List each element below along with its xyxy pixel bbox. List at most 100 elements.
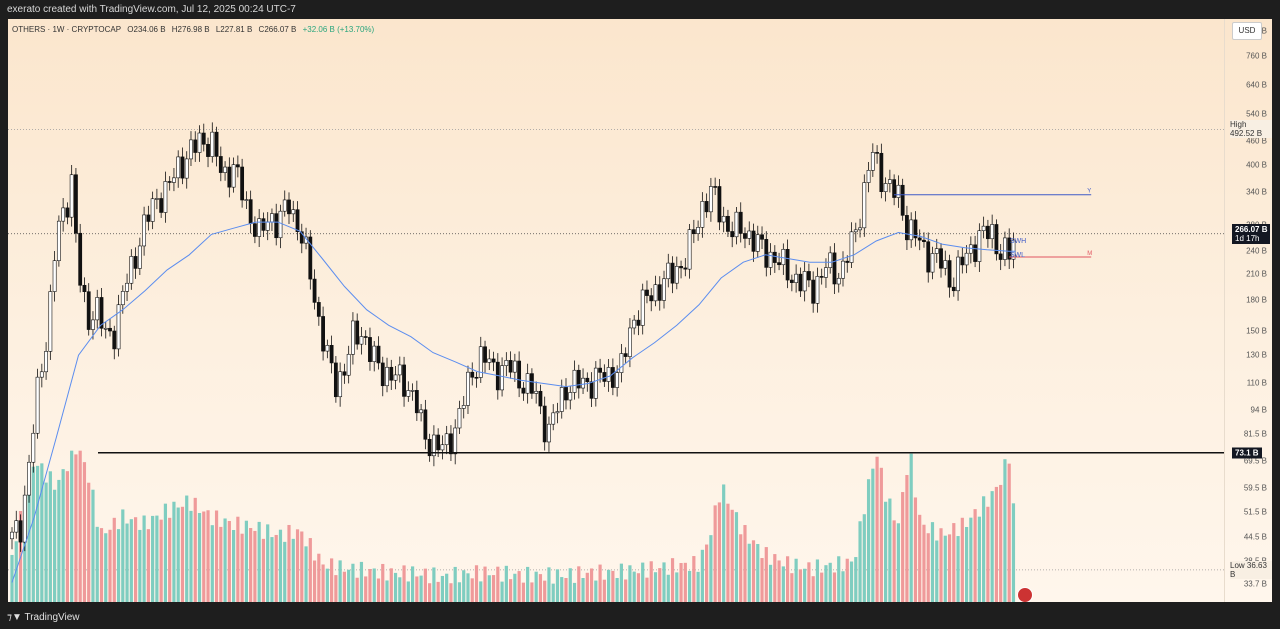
candle-body (389, 366, 394, 381)
volume-bar (48, 471, 52, 602)
candle-body (44, 351, 48, 373)
volume-bar (116, 529, 121, 602)
y-tick-label: 460 B (1246, 136, 1267, 146)
candle-body (82, 284, 87, 292)
candle-body (628, 327, 632, 357)
y-tick-label: 540 B (1246, 109, 1267, 119)
candle-body (930, 253, 935, 273)
candle-body (466, 371, 470, 406)
candle-body (683, 267, 688, 270)
candle-body (48, 291, 53, 352)
candle-body (69, 174, 74, 218)
volume-bar (35, 465, 40, 602)
chart-panel[interactable]: Y M SWH SWL OTHERS · 1W · CRYPTOCAP O234.06… (8, 19, 1272, 602)
us-flag-icon[interactable] (1017, 587, 1033, 602)
volume-bar (334, 575, 338, 602)
candle-body (35, 376, 40, 434)
candle-body (112, 330, 117, 350)
volume-bar (40, 463, 44, 602)
volume-bar (496, 566, 500, 602)
candle-body (368, 337, 372, 362)
volume-bar (930, 522, 935, 602)
candle-body (56, 220, 61, 261)
volume-bar (227, 521, 231, 602)
volume-bar (530, 582, 534, 602)
volume-bar (474, 565, 479, 602)
candle-body (964, 252, 969, 266)
candle-body (189, 139, 193, 160)
candle-body (887, 179, 892, 184)
candle-body (359, 336, 364, 345)
volume-bar (837, 556, 841, 602)
volume-bar (888, 498, 892, 602)
candle-body (159, 198, 164, 213)
candle-body (261, 218, 266, 231)
volume-bar (419, 575, 423, 602)
volume-bar (786, 556, 790, 602)
volume-bar (726, 503, 730, 602)
candle-body (436, 434, 441, 451)
candle-body (346, 353, 351, 376)
bottom-bar: ⁊▼ TradingView (0, 606, 1280, 629)
volume-bar (700, 549, 704, 602)
volume-bar (543, 580, 547, 602)
candle-body (943, 260, 948, 269)
volume-bar (129, 519, 133, 602)
candle-body (231, 164, 236, 188)
volume-bar (453, 566, 457, 602)
chart-canvas[interactable]: Y M SWH SWL (8, 19, 1224, 602)
volume-bar (61, 469, 65, 602)
candle-body (615, 372, 620, 388)
volume-bar (581, 578, 585, 602)
y-tick-label: 210 B (1246, 269, 1267, 279)
volume-bar (253, 530, 257, 602)
volume-bar (794, 558, 798, 602)
volume-bar (969, 517, 973, 602)
volume-bar (193, 497, 197, 602)
volume-bar (351, 563, 355, 602)
candle-body (393, 374, 398, 381)
candle-body (789, 279, 794, 283)
volume-bar (692, 556, 696, 602)
volume-bar (393, 572, 398, 602)
volume-bar (662, 562, 666, 602)
candle-body (78, 232, 83, 286)
candle-body (713, 186, 718, 188)
candle-body (129, 256, 134, 284)
volume-bar (210, 525, 214, 602)
volume-bar (176, 507, 180, 602)
candle-body (687, 229, 692, 270)
currency-button[interactable]: USD (1232, 22, 1262, 40)
symbol-name[interactable]: OTHERS · 1W · CRYPTOCAP (12, 25, 122, 34)
volume-bar (278, 529, 283, 602)
candle-body (95, 297, 100, 321)
y-tick-label: 150 B (1246, 326, 1267, 336)
y-tick-label: 640 B (1246, 80, 1267, 90)
candle-body (291, 209, 296, 215)
candle-body (538, 390, 543, 407)
volume-bar (909, 453, 913, 602)
candle-body (576, 369, 581, 389)
tradingview-logo[interactable]: ⁊▼ TradingView (7, 612, 80, 623)
candle-body (1011, 239, 1016, 260)
candle-body (666, 262, 671, 280)
candle-body (427, 438, 432, 457)
creator-line: exerato created with TradingView.com, Ju… (7, 4, 296, 15)
volume-bar (449, 583, 453, 602)
volume-bar (87, 482, 91, 602)
candle-body (819, 276, 824, 278)
candle-body (525, 373, 530, 394)
candle-body (244, 199, 249, 201)
candle-body (521, 387, 526, 394)
candle-body (150, 198, 155, 222)
candle-body (31, 432, 36, 463)
candle-body (257, 218, 262, 237)
volume-bar (10, 554, 14, 602)
candle-body (939, 248, 943, 269)
candle-body (926, 241, 931, 273)
candle-body (973, 244, 978, 262)
candle-body (172, 177, 176, 183)
volume-bar (866, 479, 871, 602)
volume-bar (696, 571, 700, 602)
